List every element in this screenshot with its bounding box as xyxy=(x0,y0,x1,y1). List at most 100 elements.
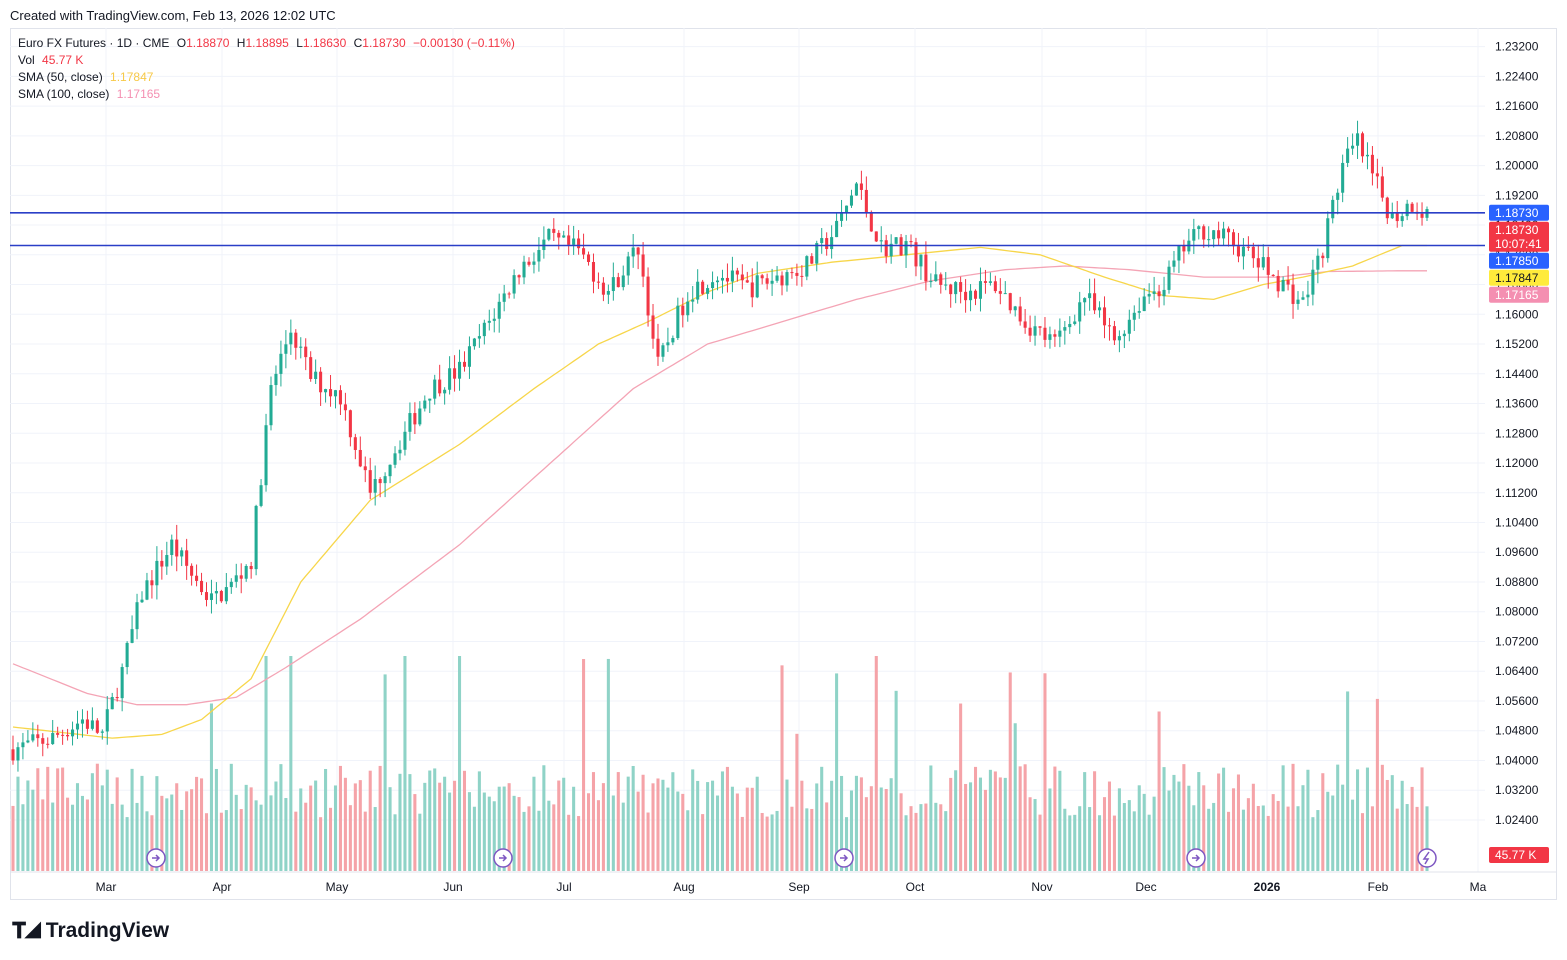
candle-body xyxy=(71,729,75,737)
volume-bar xyxy=(909,806,913,871)
candle-body xyxy=(438,379,442,394)
candle-body xyxy=(1152,291,1156,294)
volume-bar xyxy=(328,807,333,871)
time-tick-label: Sep xyxy=(788,880,810,894)
candle-body xyxy=(1311,269,1315,295)
volume-bar xyxy=(820,766,824,871)
sma100-path xyxy=(12,265,1427,706)
candle-body xyxy=(319,371,323,393)
candle-body xyxy=(453,368,457,379)
volume-bar xyxy=(730,786,734,871)
volume-bar xyxy=(214,768,218,871)
volume-bar xyxy=(487,796,491,871)
volume-bar xyxy=(274,781,278,871)
time-tick-label: 2026 xyxy=(1254,880,1281,894)
candle-body xyxy=(85,719,89,729)
candle-body xyxy=(1341,162,1345,193)
legend-volume[interactable]: Vol 45.77 K xyxy=(18,52,87,69)
volume-bar xyxy=(1147,814,1151,871)
candle-body xyxy=(145,580,149,600)
candle-body xyxy=(274,373,278,386)
candle-body xyxy=(185,550,189,566)
time-tick-label: Aug xyxy=(673,880,694,894)
candle-body xyxy=(61,734,65,736)
volume-bar xyxy=(1400,780,1404,871)
volume-bar xyxy=(626,776,630,871)
legend-sma50[interactable]: SMA (50, close) 1.17847 xyxy=(18,69,157,86)
price-tag xyxy=(1489,286,1549,303)
volume-bar xyxy=(1316,810,1320,871)
volume-bar xyxy=(1256,805,1260,871)
candle-body xyxy=(507,293,511,295)
legend-sma100[interactable]: SMA (100, close) 1.17165 xyxy=(18,86,164,103)
volume-bar xyxy=(978,777,983,871)
candle-body xyxy=(1068,323,1072,328)
candle-body xyxy=(383,476,387,484)
candle-body xyxy=(234,575,238,582)
candle-body xyxy=(601,282,605,295)
volume-bar xyxy=(145,811,149,871)
volume-bar xyxy=(1291,763,1295,871)
volume-bar xyxy=(1098,815,1102,871)
price-tick-label: 1.23200 xyxy=(1495,40,1539,54)
candle-body xyxy=(1385,197,1389,219)
volume-bar xyxy=(1028,797,1032,871)
volume-bar xyxy=(428,770,432,871)
volume-bar xyxy=(641,774,645,871)
candle-body xyxy=(825,238,829,250)
candle-body xyxy=(656,338,660,357)
volume-bar xyxy=(31,789,35,871)
volume-bar xyxy=(854,775,858,871)
candle-body xyxy=(874,231,878,242)
volume-bar xyxy=(725,766,729,871)
volume-bar xyxy=(1356,769,1360,871)
candle-body xyxy=(631,247,635,257)
candle-body xyxy=(378,479,382,484)
legend-symbol[interactable]: Euro FX Futures · 1D · CME xyxy=(18,36,170,50)
candle-body xyxy=(646,276,650,316)
volume-bar xyxy=(1306,769,1310,871)
volume-bar xyxy=(696,780,700,871)
price-tick-label: 1.11200 xyxy=(1495,486,1538,500)
sma100-line xyxy=(12,265,1427,706)
volume-bar xyxy=(815,783,819,871)
volume-bar xyxy=(715,795,720,871)
candle-body xyxy=(467,346,471,367)
volume-bar xyxy=(259,804,263,871)
candle-body xyxy=(1093,293,1097,311)
event-markers xyxy=(146,848,1437,868)
volume-bar xyxy=(1360,813,1365,871)
candle-body xyxy=(219,591,223,602)
volume-bar xyxy=(666,787,670,871)
candle-body xyxy=(1375,173,1379,177)
candle-body xyxy=(800,275,804,277)
candle-body xyxy=(1410,203,1414,212)
volume-bar xyxy=(1227,811,1231,871)
volume-tag-label: 45.77 K xyxy=(1495,848,1536,862)
volume-bar xyxy=(983,789,987,871)
chart-frame[interactable] xyxy=(10,28,1557,900)
candle-body xyxy=(661,345,665,357)
candle-body xyxy=(765,278,769,284)
volume-bar xyxy=(1187,785,1191,871)
volume-bar xyxy=(646,812,650,871)
candle-body xyxy=(840,212,844,221)
price-tag xyxy=(1489,204,1549,221)
tradingview-logo[interactable]: 𝐓◢ TradingView xyxy=(12,918,169,944)
volume-bar xyxy=(363,811,367,871)
volume-bar xyxy=(825,802,829,871)
volume-bar xyxy=(676,791,680,871)
candle-body xyxy=(879,240,883,242)
candle-body xyxy=(805,256,809,277)
candle-body xyxy=(180,550,184,557)
candle-body xyxy=(175,539,179,557)
candle-body xyxy=(1271,274,1275,276)
candle-body xyxy=(711,282,715,289)
lightning-glyph xyxy=(1422,851,1430,865)
candle-body xyxy=(954,282,958,295)
candle-body xyxy=(1028,327,1032,336)
candle-body xyxy=(577,238,581,249)
volume-bars xyxy=(11,656,1429,871)
candle-body xyxy=(403,431,407,450)
